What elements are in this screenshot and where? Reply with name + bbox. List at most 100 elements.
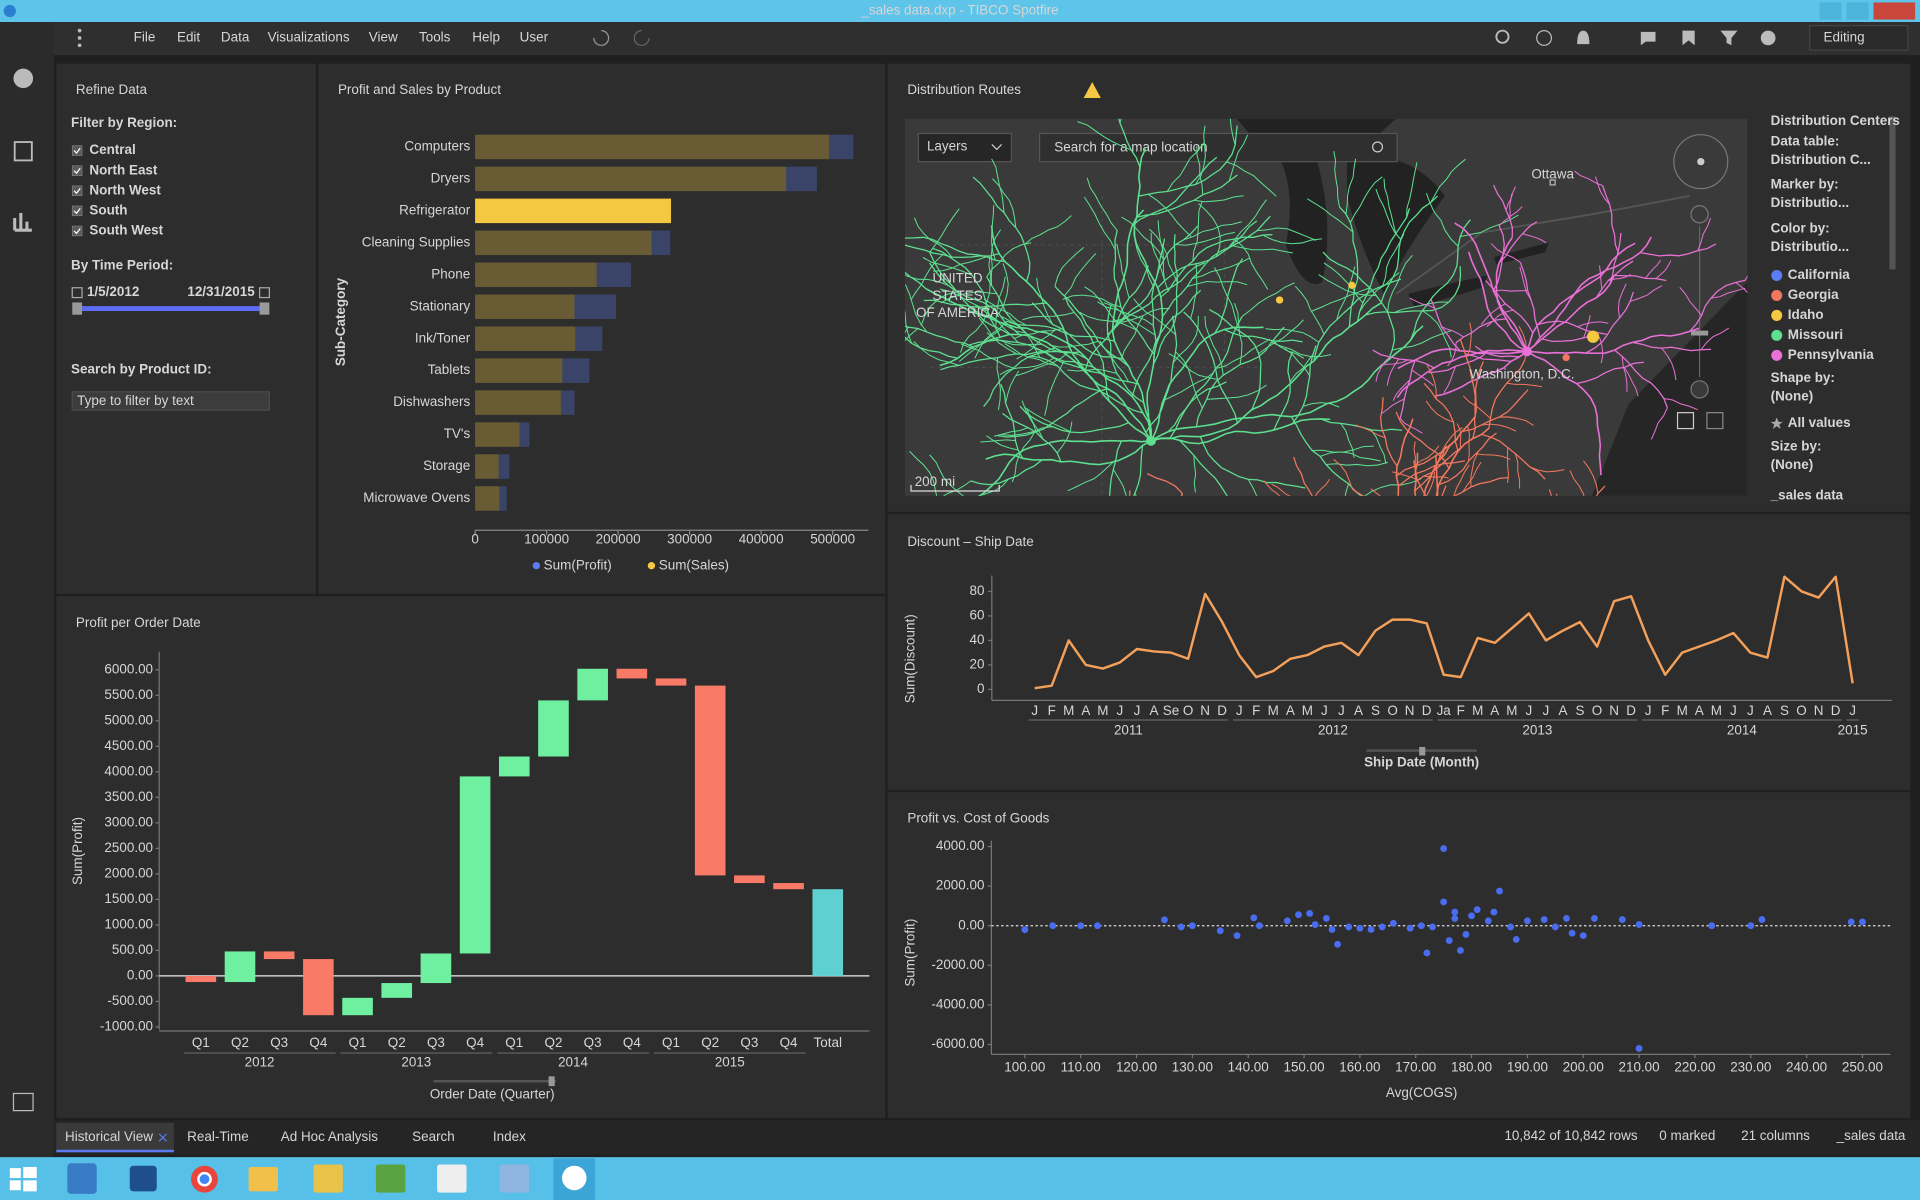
scatter-point[interactable] — [1250, 914, 1258, 922]
region-option[interactable]: South — [89, 202, 127, 217]
scatter-point[interactable] — [1440, 898, 1448, 906]
scatter-point[interactable] — [1747, 922, 1755, 930]
bar[interactable] — [519, 422, 530, 447]
scatter-point[interactable] — [1847, 918, 1855, 926]
map[interactable] — [904, 118, 1748, 496]
scatter-point[interactable] — [1295, 911, 1302, 919]
checkbox[interactable] — [71, 225, 83, 237]
filter-button[interactable] — [1720, 30, 1738, 46]
waterfall-bar[interactable] — [263, 951, 295, 960]
data-button[interactable] — [13, 141, 33, 162]
waterfall-bar[interactable] — [616, 668, 648, 679]
menu-item[interactable]: Data — [221, 30, 250, 45]
hand-tool[interactable] — [1706, 412, 1724, 430]
bar[interactable] — [475, 358, 563, 383]
scatter-point[interactable] — [1021, 926, 1029, 934]
bar[interactable] — [475, 262, 597, 288]
taskbar-app[interactable] — [437, 1164, 467, 1193]
tab[interactable]: Ad Hoc Analysis — [281, 1129, 378, 1144]
scatter-point[interactable] — [1758, 916, 1766, 924]
distribution-center[interactable] — [1522, 346, 1532, 357]
range-handle[interactable] — [72, 302, 83, 315]
menu-item[interactable]: User — [520, 30, 549, 45]
scatter-point[interactable] — [1322, 914, 1330, 922]
dots-menu[interactable] — [77, 36, 82, 40]
scatter-point[interactable] — [1635, 921, 1643, 928]
start-button[interactable] — [9, 1166, 37, 1192]
scatter-point[interactable] — [1496, 887, 1503, 895]
taskbar-app[interactable] — [499, 1164, 529, 1193]
dots-menu[interactable] — [77, 43, 82, 48]
tab[interactable]: Historical View — [65, 1129, 153, 1144]
scatter-point[interactable] — [1356, 924, 1364, 932]
waterfall-bar[interactable] — [459, 776, 491, 954]
waterfall-bar[interactable] — [694, 685, 726, 876]
select-tool[interactable] — [1676, 412, 1695, 430]
checkbox[interactable] — [71, 165, 83, 176]
scatter-point[interactable] — [1378, 923, 1386, 931]
scatter-point[interactable] — [1590, 914, 1598, 922]
scatter-point[interactable] — [1579, 932, 1587, 940]
region-option[interactable]: North West — [89, 182, 161, 197]
scatter-point[interactable] — [1490, 908, 1498, 916]
scatter-point[interactable] — [1568, 929, 1576, 937]
menu-item[interactable]: Help — [472, 30, 500, 45]
bar[interactable] — [475, 486, 500, 511]
waterfall-bar[interactable] — [538, 700, 569, 757]
scatter-point[interactable] — [1523, 917, 1531, 925]
scatter-point[interactable] — [1389, 919, 1397, 927]
bar[interactable] — [498, 454, 510, 479]
waterfall-bar[interactable] — [381, 983, 413, 998]
scatter-point[interactable] — [1618, 916, 1626, 924]
menu-item[interactable]: Visualizations — [268, 30, 350, 45]
tab[interactable]: Index — [493, 1129, 526, 1144]
tab[interactable]: Search — [412, 1129, 455, 1144]
mode-box[interactable] — [1809, 25, 1909, 51]
bar[interactable] — [829, 134, 854, 160]
waterfall-bar[interactable] — [224, 951, 256, 983]
redo-button[interactable] — [633, 30, 650, 46]
waterfall-bar[interactable] — [420, 953, 452, 984]
scatter-point[interactable] — [1563, 914, 1570, 922]
bar[interactable] — [475, 294, 575, 319]
distribution-center[interactable] — [1275, 296, 1284, 304]
waterfall-bar[interactable] — [185, 975, 217, 983]
dots-menu[interactable] — [77, 28, 82, 33]
waterfall-bar[interactable] — [812, 889, 844, 976]
range-handle[interactable] — [259, 302, 270, 315]
scatter-point[interactable] — [1473, 906, 1481, 914]
scatter-point[interactable] — [1451, 914, 1459, 922]
scatter-point[interactable] — [1255, 922, 1263, 930]
legend-item[interactable]: Missouri — [1788, 327, 1843, 342]
scatter-point[interactable] — [1233, 932, 1241, 940]
undo-button[interactable] — [593, 30, 610, 46]
scatter-point[interactable] — [1551, 923, 1559, 931]
scatter-point[interactable] — [1462, 931, 1470, 938]
taskbar-app[interactable] — [313, 1164, 343, 1193]
taskbar-app[interactable] — [248, 1166, 278, 1192]
bar[interactable] — [575, 326, 603, 351]
zoom-out[interactable] — [1690, 380, 1709, 399]
scatter-point[interactable] — [1708, 922, 1716, 930]
legend-item[interactable]: Pennsylvania — [1788, 347, 1875, 362]
flyout-button[interactable] — [12, 1092, 34, 1112]
map-search[interactable] — [1038, 132, 1398, 163]
bar[interactable] — [499, 486, 507, 511]
scatter-point[interactable] — [1635, 1045, 1643, 1052]
calendar-icon[interactable] — [258, 287, 270, 299]
taskbar-app[interactable] — [129, 1165, 157, 1192]
scatter-point[interactable] — [1512, 935, 1520, 943]
scatter-point[interactable] — [1423, 949, 1431, 957]
region-option[interactable]: South West — [89, 223, 163, 238]
region-option[interactable]: North East — [89, 162, 158, 177]
waterfall-bar[interactable] — [498, 756, 530, 777]
scatter-point[interactable] — [1468, 912, 1475, 920]
menu-item[interactable]: Tools — [419, 30, 451, 45]
bar[interactable] — [786, 166, 817, 192]
taskbar-app[interactable] — [67, 1163, 97, 1194]
distribution-center[interactable] — [1562, 353, 1570, 362]
scatter-point[interactable] — [1417, 922, 1425, 930]
scatter-point[interactable] — [1283, 917, 1291, 925]
bar[interactable] — [596, 262, 631, 288]
scatter-point[interactable] — [1188, 922, 1196, 930]
